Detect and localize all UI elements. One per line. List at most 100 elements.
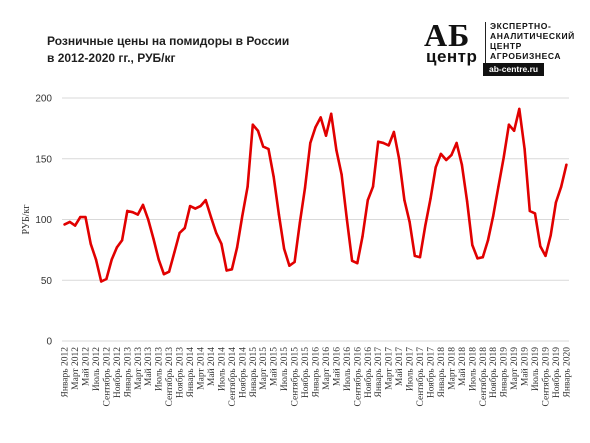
data-point — [105, 277, 108, 281]
data-point — [492, 214, 495, 218]
data-point — [251, 123, 254, 126]
data-point — [115, 246, 119, 249]
x-tick-label: Январь 2016 — [312, 347, 322, 398]
data-point — [403, 198, 406, 202]
data-point — [173, 251, 176, 254]
data-point — [147, 218, 150, 221]
data-point — [512, 129, 516, 132]
x-tick-label: Май 2016 — [331, 347, 342, 386]
data-point — [84, 215, 87, 219]
x-tick-label: Июль 2013 — [155, 347, 165, 391]
data-point — [565, 163, 568, 166]
data-point — [89, 242, 92, 245]
data-point — [340, 173, 343, 176]
data-point — [162, 273, 166, 276]
x-tick-label: Ноябрь 2013 — [175, 347, 186, 398]
data-point — [366, 198, 369, 202]
x-tick-label: Сентябрь 2013 — [164, 347, 175, 407]
data-point — [230, 268, 234, 271]
y-tick-label: 200 — [35, 94, 52, 105]
data-point — [120, 239, 124, 242]
data-point — [73, 224, 77, 227]
x-tick-label: Июль 2016 — [343, 347, 353, 391]
x-tick-label: Январь 2020 — [562, 347, 572, 398]
data-point — [246, 185, 249, 188]
data-point — [377, 140, 380, 143]
data-point — [330, 112, 333, 116]
x-tick-label: Май 2019 — [520, 347, 531, 386]
data-point — [486, 239, 490, 242]
data-point — [397, 157, 401, 160]
logo-tagline-2: АНАЛИТИЧЕСКИЙ — [490, 31, 575, 41]
x-tick-label: Май 2018 — [457, 347, 468, 386]
data-point — [392, 130, 396, 134]
x-tick-label: Май 2015 — [269, 347, 280, 386]
data-point — [110, 258, 113, 261]
chart-title: Розничные цены на помидоры в России в 20… — [47, 33, 289, 67]
data-point — [100, 280, 103, 283]
chart-title-line-2: в 2012-2020 гг., РУБ/кг — [47, 51, 176, 65]
data-point — [309, 141, 312, 145]
x-tick-label: Сентябрь 2016 — [352, 347, 363, 407]
logo-tagline-3: ЦЕНТР — [490, 41, 522, 51]
y-tick-label: 100 — [35, 215, 52, 226]
data-point — [68, 220, 72, 224]
data-point — [371, 185, 375, 188]
data-point — [319, 116, 322, 119]
data-point — [518, 107, 521, 111]
x-tick-label: Сентябрь 2019 — [540, 347, 551, 407]
logo-mark: АБ — [424, 17, 471, 53]
data-point — [445, 158, 448, 162]
x-tick-label: Сентябрь 2014 — [227, 347, 238, 407]
data-point — [272, 175, 275, 179]
x-tick-label: Январь 2017 — [374, 347, 384, 398]
data-point — [439, 152, 443, 156]
data-point — [141, 203, 145, 207]
x-tick-label: Ноябрь 2015 — [300, 347, 311, 398]
data-point — [523, 147, 526, 151]
data-point — [199, 204, 202, 208]
data-point — [209, 215, 213, 219]
data-point — [288, 264, 291, 267]
data-point — [497, 185, 500, 188]
x-tick-label: Ноябрь 2016 — [363, 347, 374, 398]
data-point — [450, 153, 453, 157]
logo-tagline-4: АГРОБИЗНЕСА — [490, 51, 562, 61]
data-point — [528, 209, 531, 213]
data-point — [471, 243, 474, 247]
data-point — [126, 209, 129, 213]
data-point — [502, 156, 505, 159]
y-axis-label: РУБ/кг — [21, 205, 32, 235]
data-point — [418, 256, 422, 259]
x-tick-label: Июль 2018 — [468, 347, 478, 391]
x-tick-label: Январь 2019 — [500, 347, 510, 398]
data-point — [215, 231, 218, 235]
x-tick-label: Март 2018 — [447, 347, 457, 390]
data-point — [345, 218, 349, 221]
data-point — [298, 221, 301, 225]
data-point — [335, 149, 338, 152]
data-point — [507, 123, 511, 126]
data-point — [204, 198, 207, 202]
x-tick-label: Май 2012 — [81, 347, 92, 386]
logo-tagline: ЭКСПЕРТНО- АНАЛИТИЧЕСКИЙ ЦЕНТР АГРОБИЗНЕ… — [490, 21, 584, 61]
x-tick-label: Март 2013 — [134, 347, 144, 390]
data-point — [256, 129, 260, 132]
data-point — [544, 254, 547, 258]
data-point — [262, 145, 265, 148]
x-tick-label: Ноябрь 2017 — [425, 347, 436, 398]
x-tick-label: Июль 2012 — [92, 347, 102, 391]
data-point — [429, 197, 432, 200]
data-point — [408, 220, 411, 224]
x-tick-label: Ноябрь 2019 — [551, 347, 562, 398]
data-point — [282, 247, 286, 250]
x-tick-label: Март 2014 — [197, 347, 207, 390]
data-point — [413, 254, 416, 258]
data-point — [387, 144, 390, 147]
data-point — [549, 234, 552, 237]
data-point — [136, 213, 139, 216]
x-tick-label: Январь 2013 — [123, 347, 133, 398]
x-tick-label: Март 2017 — [385, 347, 395, 390]
data-point — [434, 166, 437, 169]
